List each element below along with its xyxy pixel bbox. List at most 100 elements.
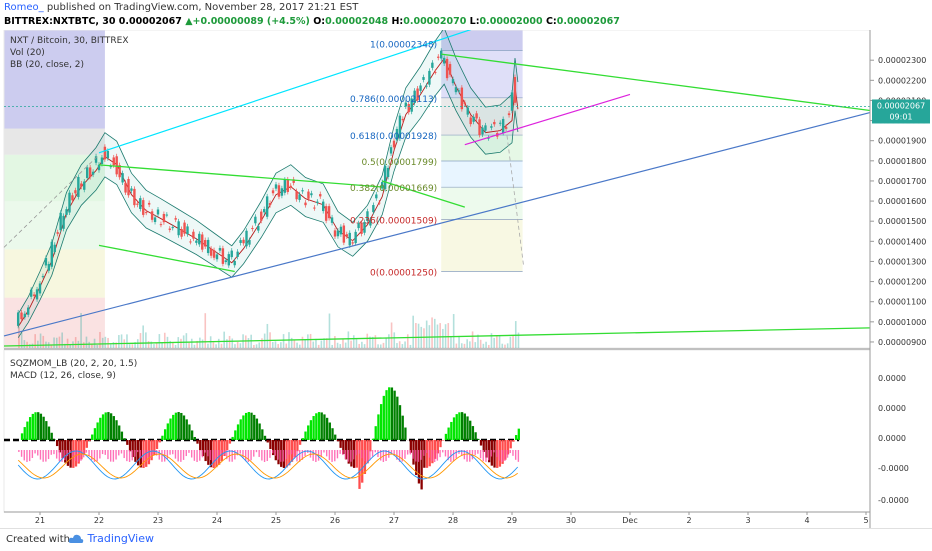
volume-bar: [142, 325, 144, 348]
macd-histogram-bar: [499, 450, 500, 461]
macd-histogram-bar: [167, 450, 168, 459]
candle-body: [281, 188, 283, 195]
vol-legend[interactable]: Vol (20): [10, 48, 45, 58]
macd-histogram-bar: [453, 450, 454, 461]
candle-body: [186, 226, 188, 234]
open-label: O:: [313, 16, 325, 27]
volume-bar: [231, 338, 233, 348]
macd-histogram-bar: [283, 450, 284, 462]
candle-body: [449, 64, 451, 75]
squeeze-bar: [388, 387, 390, 440]
squeeze-bar: [391, 387, 393, 440]
volume-bar: [412, 316, 414, 348]
macd-histogram-bar: [515, 450, 516, 460]
macd-histogram-bar: [48, 450, 49, 459]
macd-histogram-bar: [24, 450, 25, 460]
candle-body: [86, 167, 88, 178]
volume-bar: [501, 344, 503, 348]
time-tick-label: 2: [686, 516, 691, 525]
tradingview-logo[interactable]: TradingView: [60, 532, 154, 545]
publish-info: published on TradingView.com, November 2…: [47, 2, 359, 13]
macd-histogram-bar: [483, 450, 484, 461]
macd-histogram-bar: [207, 450, 208, 456]
candle-body: [183, 223, 185, 234]
candle-body: [346, 234, 348, 236]
macd-histogram-bar: [199, 450, 200, 461]
squeeze-bar: [256, 419, 258, 440]
squeeze-bar: [331, 428, 333, 440]
candle-body: [198, 234, 200, 245]
candle-body: [467, 107, 469, 114]
volume-bar: [80, 313, 82, 348]
squeeze-bar: [115, 420, 117, 440]
chart-canvas[interactable]: 1(0.00002348)0.786(0.00002113)0.618(0.00…: [0, 30, 932, 528]
volume-bar: [202, 340, 204, 348]
volume-bar: [510, 337, 512, 348]
macd-histogram-bar: [99, 450, 100, 459]
price-tick-label: 0.00001600: [878, 197, 926, 206]
macd-histogram-bar: [42, 450, 43, 462]
macd-histogram-bar: [40, 450, 41, 460]
volume-bar: [188, 343, 190, 348]
squeeze-bar: [358, 440, 360, 489]
candle-body: [316, 202, 318, 203]
macd-histogram-bar: [323, 450, 324, 452]
volume-bar: [261, 338, 263, 348]
volume-bar: [223, 332, 225, 348]
candle-body: [163, 214, 165, 222]
fib-label: 1(0.00002348): [370, 41, 437, 51]
macd-histogram-bar: [213, 450, 214, 462]
squeeze-bar: [196, 440, 198, 444]
candle-body: [470, 118, 472, 125]
squeeze-bar: [515, 435, 517, 440]
bb-legend[interactable]: BB (20, close, 2): [10, 60, 84, 70]
candle-body: [127, 179, 129, 195]
volume-bar: [153, 344, 155, 348]
squeeze-bar: [24, 427, 26, 440]
time-tick-label: 21: [35, 516, 45, 525]
squeeze-bar: [248, 412, 250, 440]
macd-histogram-bar: [410, 450, 411, 454]
candle-body: [151, 211, 153, 219]
volume-bar: [148, 341, 150, 348]
macd-histogram-bar: [110, 450, 111, 462]
macd-histogram-bar: [434, 450, 435, 462]
squeeze-bar: [375, 426, 377, 440]
price-tick-label: 0.00001100: [878, 298, 926, 307]
macd-histogram-bar: [267, 450, 268, 461]
macd-histogram-bar: [129, 450, 130, 462]
price-tick-label: 0.00001300: [878, 257, 926, 266]
macd-histogram-bar: [86, 450, 87, 453]
macd-histogram-bar: [437, 450, 438, 461]
candle-body: [74, 190, 76, 193]
macd-histogram-bar: [493, 450, 494, 452]
macd-legend[interactable]: MACD (12, 26, close, 9): [10, 371, 116, 381]
author-link[interactable]: Romeo_: [4, 2, 44, 13]
squeeze-bar: [118, 425, 120, 440]
macd-histogram-bar: [504, 450, 505, 461]
sqzmom-legend[interactable]: SQZMOM_LB (20, 2, 20, 1.5): [10, 359, 137, 369]
candle-body: [278, 185, 280, 196]
candle-body: [452, 79, 454, 83]
squeeze-bar: [183, 415, 185, 440]
symbol-legend[interactable]: NXT / Bitcoin, 30, BITTREX: [10, 36, 129, 46]
squeeze-bar: [48, 427, 50, 440]
macd-histogram-bar: [253, 450, 254, 457]
volume-bar: [396, 343, 398, 348]
price-tick-label: 0.00001400: [878, 237, 926, 246]
squeeze-bar: [234, 430, 236, 440]
volume-bar: [388, 334, 390, 348]
fib-label: 0.618(0.00001928): [350, 132, 437, 142]
macd-histogram-bar: [456, 450, 457, 458]
candle-body: [17, 312, 19, 325]
macd-histogram-bar: [272, 450, 273, 453]
macd-histogram-bar: [261, 450, 262, 461]
squeeze-bar: [167, 423, 169, 440]
candle-body: [334, 230, 336, 236]
volume-bar: [348, 331, 350, 348]
volume-bar: [339, 344, 341, 348]
squeeze-bar: [310, 420, 312, 440]
squeeze-bar: [123, 438, 125, 440]
squeeze-bar: [361, 440, 363, 483]
volume-bar: [283, 334, 285, 348]
